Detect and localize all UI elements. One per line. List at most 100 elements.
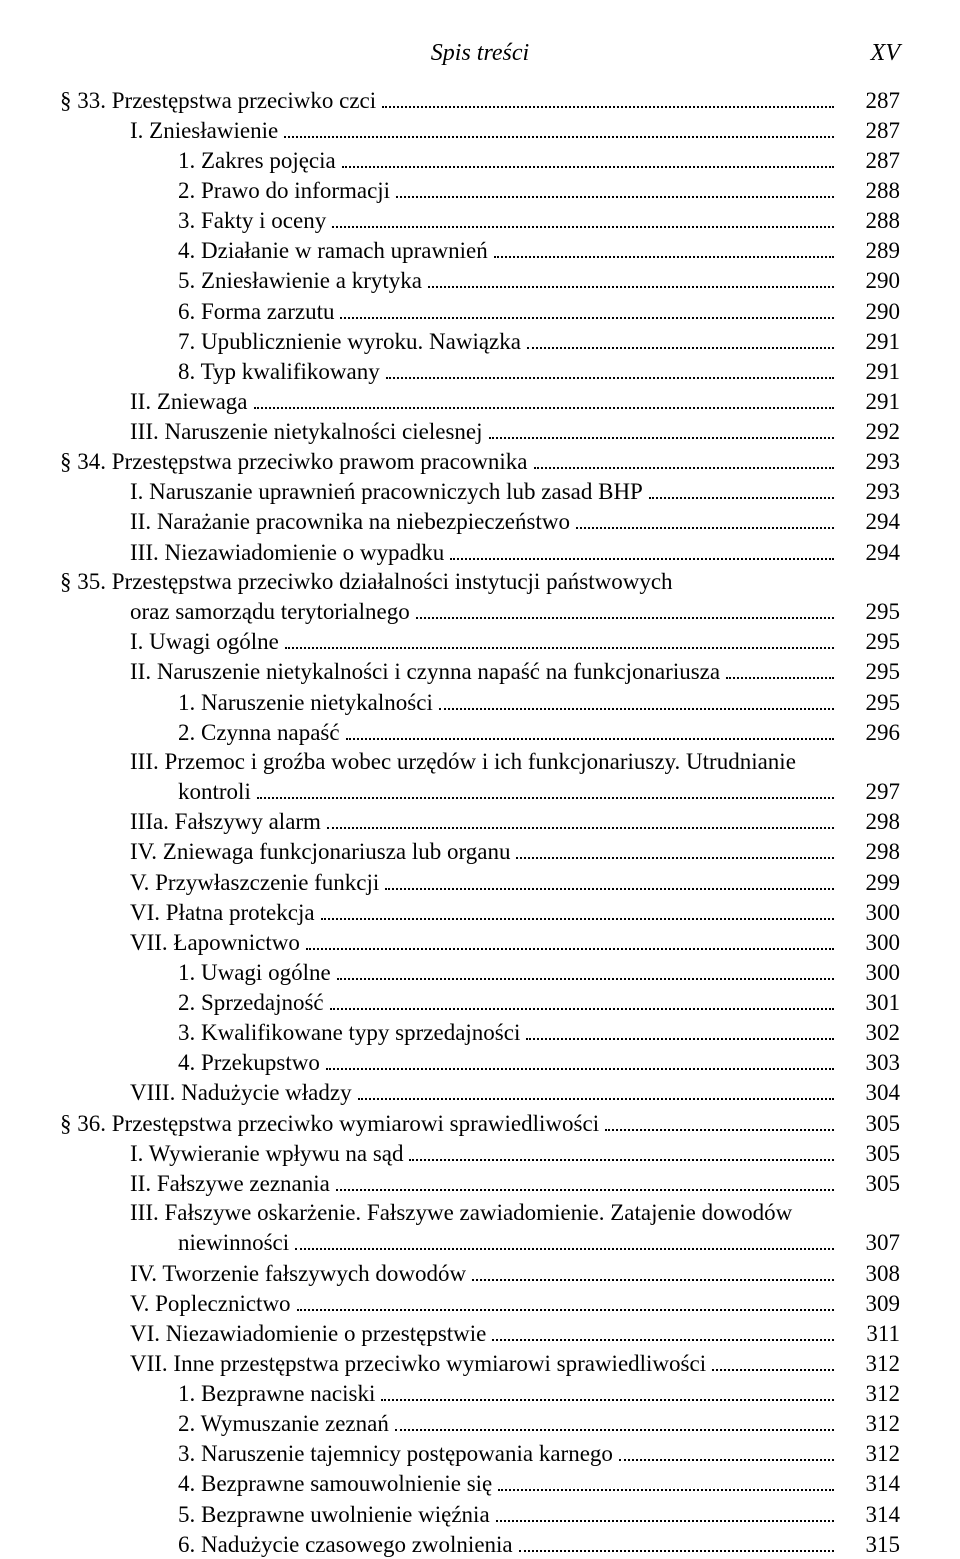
toc-entry: I. Uwagi ogólne 295 [60, 627, 900, 657]
toc-entry-page: 292 [840, 417, 900, 446]
toc-entry: niewinności307 [60, 1228, 900, 1258]
toc-entry-page: 296 [840, 718, 900, 747]
toc-leader-dots [472, 1258, 834, 1281]
toc-entry: 7. Upublicznienie wyroku. Nawiązka291 [60, 326, 900, 356]
toc-entry-label: kontroli [178, 777, 251, 806]
toc-entry-page: 295 [840, 688, 900, 717]
toc-entry: 5. Bezprawne uwolnienie więźnia 314 [60, 1499, 900, 1529]
toc-leader-dots [428, 266, 834, 289]
toc-entry-page: 312 [840, 1349, 900, 1378]
toc-entry-page: 288 [840, 206, 900, 235]
toc-leader-dots [712, 1348, 834, 1371]
toc-leader-dots [492, 1318, 834, 1341]
toc-entry-page: 293 [840, 447, 900, 476]
toc-entry: 3. Fakty i oceny288 [60, 206, 900, 236]
toc-entry: 4. Przekupstwo303 [60, 1048, 900, 1078]
toc-entry-label: 5. Bezprawne uwolnienie więźnia [178, 1500, 490, 1529]
toc-entry-label: I. Zniesławienie [130, 116, 278, 145]
toc-entry: 8. Typ kwalifikowany291 [60, 356, 900, 386]
toc-entry-label: I. Wywieranie wpływu na sąd [130, 1139, 403, 1168]
toc-leader-dots [576, 507, 834, 530]
toc-entry-label: V. Przywłaszczenie funkcji [130, 868, 379, 897]
toc-leader-dots [516, 837, 834, 860]
toc-entry-page: 295 [840, 627, 900, 656]
toc-entry-label: 4. Bezprawne samouwolnienie się [178, 1469, 492, 1498]
toc-leader-dots [295, 1228, 834, 1251]
toc-entry-label: VII. Łapownictwo [130, 928, 300, 957]
toc-leader-dots [526, 1018, 834, 1041]
toc-entry-page: 305 [840, 1109, 900, 1138]
toc-entry-page: 300 [840, 898, 900, 927]
toc-entry-page: 312 [840, 1439, 900, 1468]
page-container: Spis treści XV § 33. Przestępstwa przeci… [0, 0, 960, 1512]
toc-entry-label: 2. Sprzedajność [178, 988, 324, 1017]
toc-leader-dots [381, 1378, 834, 1401]
toc-entry-label: VI. Niezawiadomienie o przestępstwie [130, 1319, 486, 1348]
toc-entry-label: 6. Forma zarzutu [178, 297, 334, 326]
toc-leader-dots [332, 206, 834, 229]
toc-leader-dots [297, 1288, 834, 1311]
toc-leader-dots [330, 987, 834, 1010]
toc-entry: II. Fałszywe zeznania305 [60, 1168, 900, 1198]
toc-entry-label: I. Uwagi ogólne [130, 627, 279, 656]
toc-entry-label: oraz samorządu terytorialnego [130, 597, 410, 626]
toc-entry-label: V. Poplecznictwo [130, 1289, 291, 1318]
toc-entry: II. Narażanie pracownika na niebezpiecze… [60, 507, 900, 537]
toc-entry-page: 305 [840, 1139, 900, 1168]
toc-entry: 3. Kwalifikowane typy sprzedajności302 [60, 1018, 900, 1048]
toc-entry: II. Naruszenie nietykalności i czynna na… [60, 657, 900, 687]
toc-entry-page: 314 [840, 1500, 900, 1529]
toc-entry: oraz samorządu terytorialnego295 [60, 596, 900, 626]
toc-entry-label: 1. Bezprawne naciski [178, 1379, 375, 1408]
toc-entry-page: 291 [840, 357, 900, 386]
toc-entry: VIII. Nadużycie władzy304 [60, 1078, 900, 1108]
toc-entry-page: 298 [840, 807, 900, 836]
toc-entry: 6. Forma zarzutu 290 [60, 296, 900, 326]
toc-entry: 1. Naruszenie nietykalności295 [60, 687, 900, 717]
toc-entry: kontroli 297 [60, 777, 900, 807]
toc-leader-dots [396, 175, 834, 198]
toc-entry-label: 3. Naruszenie tajemnicy postępowania kar… [178, 1439, 613, 1468]
toc-entry-label: 2. Czynna napaść [178, 718, 340, 747]
toc-entry: § 34. Przestępstwa przeciwko prawom prac… [60, 447, 900, 477]
toc-leader-dots [489, 416, 834, 439]
toc-entry-page: 297 [840, 777, 900, 806]
toc-leader-dots [498, 1469, 834, 1492]
toc-entry-label: 7. Upublicznienie wyroku. Nawiązka [178, 327, 521, 356]
toc-entry: IIIa. Fałszywy alarm 298 [60, 807, 900, 837]
toc-entry-label: II. Narażanie pracownika na niebezpiecze… [130, 507, 570, 536]
toc-entry: 2. Prawo do informacji288 [60, 175, 900, 205]
toc-entry: I. Wywieranie wpływu na sąd 305 [60, 1138, 900, 1168]
toc-leader-dots [494, 236, 834, 259]
toc-entry-label: 3. Kwalifikowane typy sprzedajności [178, 1018, 520, 1047]
toc-entry-label: III. Niezawiadomienie o wypadku [130, 538, 444, 567]
toc-leader-dots [285, 627, 834, 650]
toc-entry-label: 2. Wymuszanie zeznań [178, 1409, 389, 1438]
toc-entry-label: III. Fałszywe oskarżenie. Fałszywe zawia… [130, 1198, 792, 1227]
toc-entry-label: § 35. Przestępstwa przeciwko działalnośc… [60, 567, 673, 596]
toc-leader-dots [284, 115, 834, 138]
toc-leader-dots [382, 85, 834, 108]
toc-entry-page: 298 [840, 837, 900, 866]
toc-entry: 2. Wymuszanie zeznań312 [60, 1408, 900, 1438]
toc-entry-label: II. Fałszywe zeznania [130, 1169, 330, 1198]
toc-entry: 1. Zakres pojęcia287 [60, 145, 900, 175]
toc-entry: 2. Czynna napaść 296 [60, 717, 900, 747]
toc-entry: 3. Naruszenie tajemnicy postępowania kar… [60, 1439, 900, 1469]
toc-entry-page: 299 [840, 868, 900, 897]
toc-entry-page: 291 [840, 387, 900, 416]
toc-entry: 6. Nadużycie czasowego zwolnienia315 [60, 1529, 900, 1559]
toc-entry-label: VII. Inne przestępstwa przeciwko wymiaro… [130, 1349, 706, 1378]
toc-entry-label: IIIa. Fałszywy alarm [130, 807, 321, 836]
toc-entry: 5. Zniesławienie a krytyka290 [60, 266, 900, 296]
toc-entry-label: 5. Zniesławienie a krytyka [178, 266, 422, 295]
toc-entry-label: § 34. Przestępstwa przeciwko prawom prac… [60, 447, 528, 476]
toc-entry-page: 290 [840, 297, 900, 326]
toc-leader-dots [340, 296, 834, 319]
toc-entry-label: I. Naruszanie uprawnień pracowniczych lu… [130, 477, 643, 506]
toc-entry-page: 308 [840, 1259, 900, 1288]
toc-entry-page: 315 [840, 1530, 900, 1559]
toc-entry: 1. Bezprawne naciski312 [60, 1378, 900, 1408]
toc-entry: § 33. Przestępstwa przeciwko czci287 [60, 85, 900, 115]
toc-entry: IV. Zniewaga funkcjonariusza lub organu2… [60, 837, 900, 867]
